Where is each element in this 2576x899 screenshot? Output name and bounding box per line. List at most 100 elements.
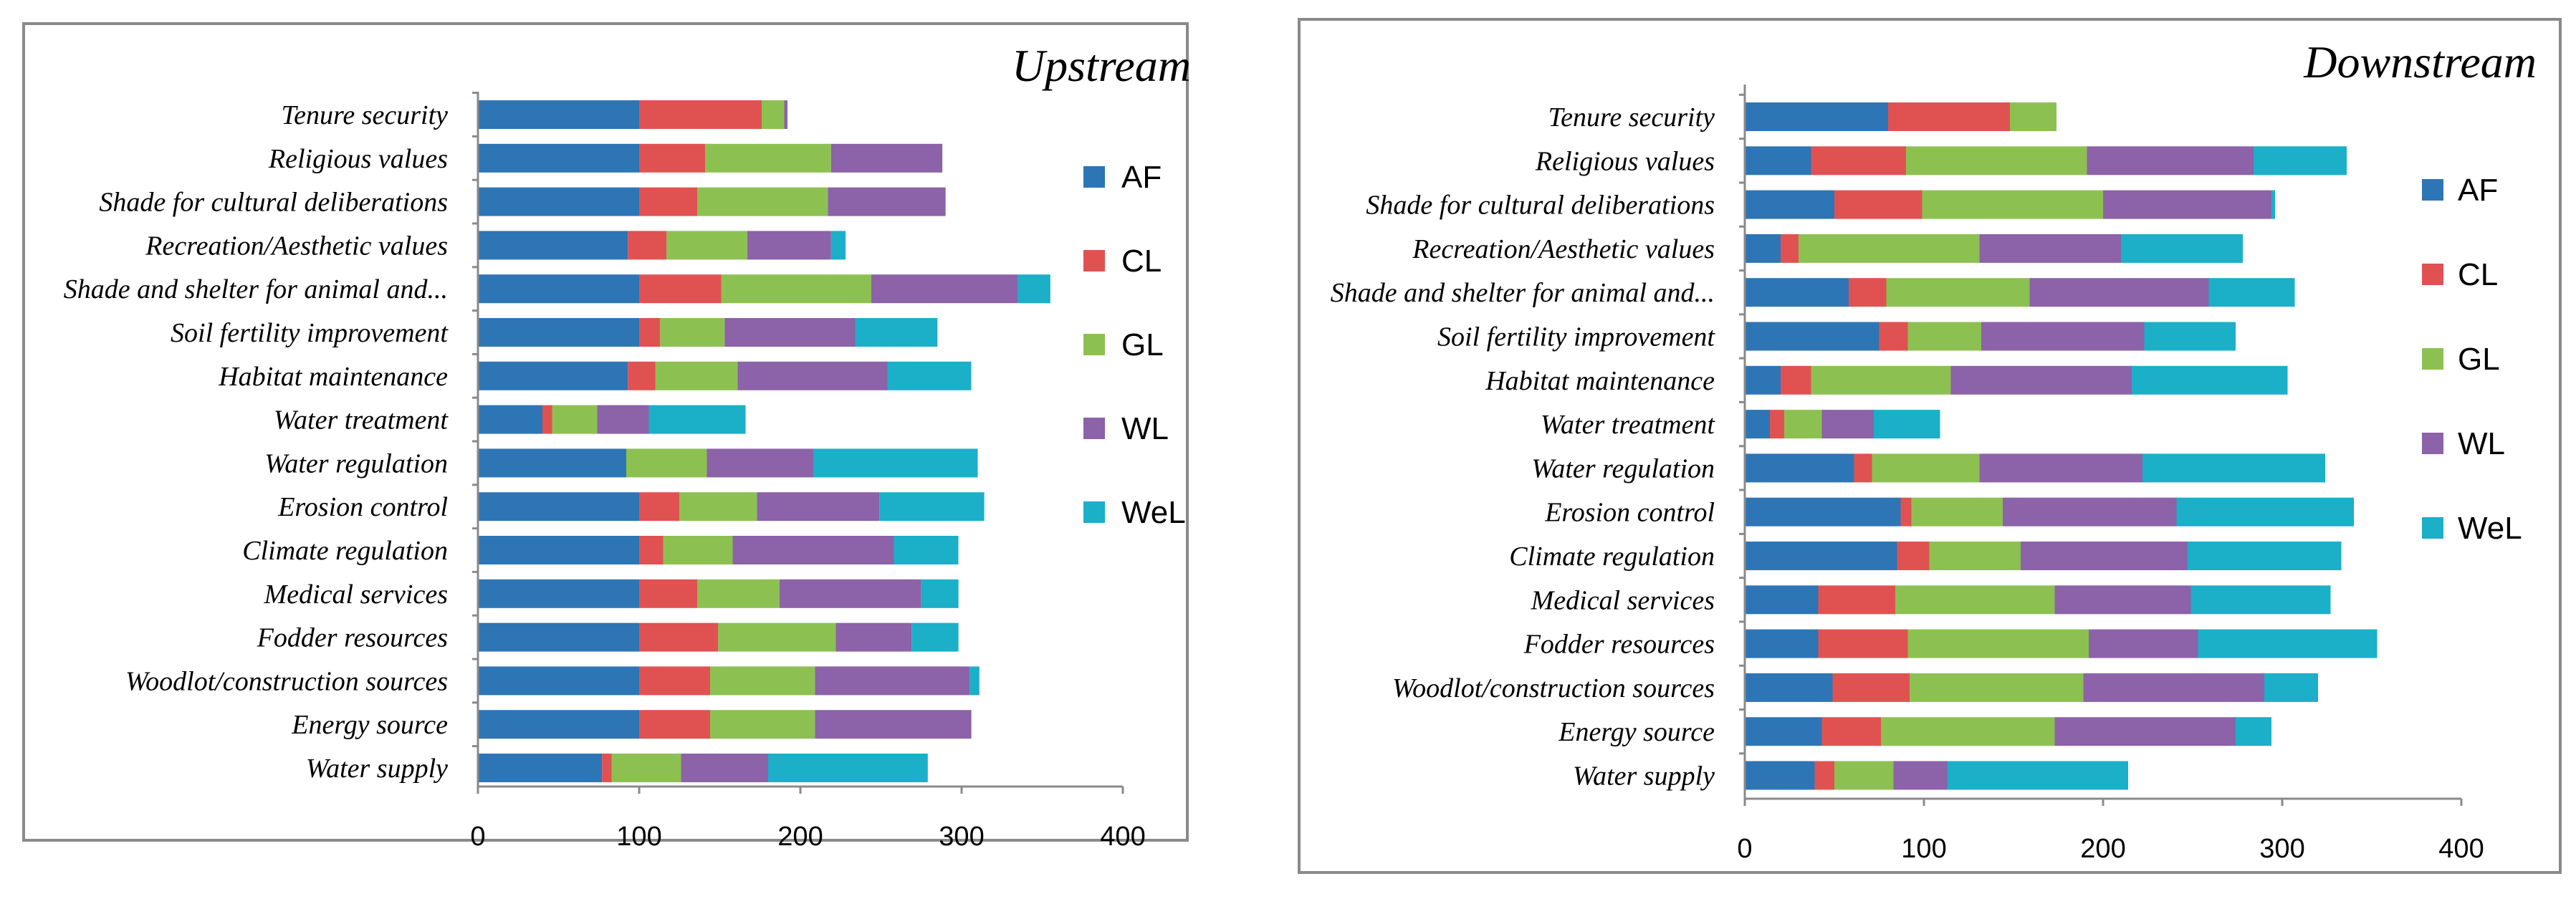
downstream-bar-wl-climate-regulation [2021, 542, 2188, 570]
downstream-bar-wel-religious-values [2254, 146, 2347, 176]
upstream-bar-af-habitat-maintenance [478, 361, 628, 390]
downstream-category-label: Energy source [1558, 717, 1715, 747]
downstream-bar-wl-fodder-resources [2089, 629, 2198, 658]
upstream-bar-gl-woodlot-construction-sources [710, 666, 815, 696]
upstream-bar-wl-recreation-aesthetic-values [747, 231, 831, 260]
downstream-bar-gl-shade-for-cultural-deliberations [1922, 190, 2103, 219]
upstream-bar-cl-erosion-control [639, 492, 680, 521]
upstream-bar-gl-habitat-maintenance [655, 361, 738, 390]
downstream-bar-wl-habitat-maintenance [1950, 365, 2132, 395]
upstream-bar-wel-shade-and-shelter-for-animal-and [1018, 274, 1050, 304]
upstream-bar-af-shade-and-shelter-for-animal-and [478, 274, 639, 304]
downstream-bar-wl-energy-source [2054, 717, 2236, 746]
upstream-bar-af-fodder-resources [478, 622, 639, 652]
upstream-bar-gl-recreation-aesthetic-values [666, 231, 747, 260]
downstream-bar-wel-shade-for-cultural-deliberations [2271, 190, 2275, 219]
upstream-category-label: Habitat maintenance [218, 362, 448, 392]
downstream-bar-af-shade-for-cultural-deliberations [1745, 190, 1834, 219]
downstream-legend-swatch-wl [2422, 433, 2443, 454]
upstream-bar-gl-shade-and-shelter-for-animal-and [721, 274, 872, 304]
upstream-bar-gl-climate-regulation [663, 536, 733, 564]
upstream-legend-label-af: AF [1121, 160, 1162, 195]
upstream-bar-af-shade-for-cultural-deliberations [478, 187, 639, 216]
upstream-bar-wl-water-supply [681, 754, 768, 782]
downstream-bar-cl-energy-source [1821, 717, 1881, 746]
upstream-bar-cl-soil-fertility-improvement [639, 318, 661, 347]
downstream-bar-gl-water-regulation [1872, 453, 1980, 483]
downstream-bar-af-water-supply [1745, 761, 1815, 790]
downstream-bar-gl-energy-source [1881, 717, 2055, 746]
downstream-bar-gl-woodlot-construction-sources [1910, 673, 2084, 702]
upstream-bar-wl-tenure-security [784, 100, 787, 129]
upstream-legend-label-wl: WL [1121, 411, 1169, 446]
upstream-bar-af-religious-values [478, 143, 639, 173]
downstream-bar-cl-erosion-control [1900, 497, 1912, 527]
downstream-bar-af-medical-services [1745, 585, 1819, 615]
upstream-bar-wl-fodder-resources [835, 622, 912, 652]
upstream-bar-gl-religious-values [705, 143, 831, 173]
upstream-bar-gl-water-regulation [626, 448, 707, 478]
downstream-bar-gl-water-treatment [1784, 410, 1822, 439]
downstream-bar-cl-water-regulation [1854, 453, 1872, 483]
upstream-bar-gl-shade-for-cultural-deliberations [697, 187, 828, 216]
downstream-bar-cl-medical-services [1818, 585, 1895, 615]
downstream-bar-cl-water-supply [1814, 761, 1834, 790]
upstream-bar-wl-medical-services [779, 579, 921, 608]
upstream-category-label: Tenure security [281, 100, 448, 130]
downstream-bar-cl-religious-values [1811, 146, 1906, 176]
downstream-bar-af-water-treatment [1745, 410, 1770, 439]
downstream-bar-cl-fodder-resources [1818, 629, 1908, 658]
downstream-category-label: Climate regulation [1509, 542, 1715, 572]
upstream-bar-cl-habitat-maintenance [628, 361, 656, 390]
downstream-bar-wl-water-treatment [1821, 410, 1874, 439]
upstream-bar-wl-water-treatment [597, 405, 649, 434]
upstream-legend-swatch-gl [1083, 334, 1105, 355]
upstream-legend-swatch-cl [1083, 250, 1105, 271]
upstream-chart-panel: Upstream Tenure security Religious values S… [22, 22, 1191, 852]
downstream-x-tick-label: 100 [1901, 834, 1946, 864]
upstream-bar-gl-soil-fertility-improvement [660, 318, 725, 347]
upstream-bar-af-climate-regulation [478, 536, 639, 564]
downstream-bar-af-fodder-resources [1745, 629, 1819, 658]
downstream-x-tick-label: 0 [1737, 834, 1752, 864]
upstream-bar-gl-water-supply [611, 754, 681, 782]
downstream-bar-af-woodlot-construction-sources [1745, 673, 1833, 702]
upstream-bar-cl-shade-and-shelter-for-animal-and [639, 274, 722, 304]
upstream-bar-cl-recreation-aesthetic-values [628, 231, 667, 260]
downstream-bar-af-tenure-security [1745, 102, 1888, 131]
downstream-bar-wel-recreation-aesthetic-values [2121, 234, 2243, 263]
downstream-bar-wel-water-supply [1947, 761, 2128, 790]
downstream-category-label: Shade and shelter for animal and... [1331, 278, 1715, 308]
downstream-bar-cl-woodlot-construction-sources [1832, 673, 1910, 702]
downstream-bar-wel-woodlot-construction-sources [2264, 673, 2318, 702]
upstream-bar-gl-energy-source [710, 710, 815, 739]
downstream-bar-cl-soil-fertility-improvement [1879, 322, 1908, 351]
upstream-bar-wel-habitat-maintenance [887, 361, 972, 390]
upstream-bar-wl-energy-source [815, 710, 972, 739]
downstream-legend-label-wl: WL [2458, 426, 2505, 461]
upstream-bar-af-water-supply [478, 754, 603, 782]
upstream-bar-cl-fodder-resources [639, 622, 719, 652]
downstream-bar-wl-woodlot-construction-sources [2083, 673, 2264, 702]
upstream-x-tick-label: 400 [1100, 822, 1145, 852]
downstream-legend-swatch-af [2422, 179, 2443, 201]
upstream-bar-wl-soil-fertility-improvement [724, 318, 856, 347]
upstream-category-label: Energy source [291, 710, 448, 740]
upstream-bar-wel-recreation-aesthetic-values [830, 231, 846, 260]
downstream-category-label: Religious values [1535, 146, 1715, 176]
upstream-bar-wel-water-supply [768, 754, 928, 782]
downstream-bar-gl-soil-fertility-improvement [1907, 322, 1981, 351]
downstream-bar-wl-religious-values [2087, 146, 2254, 176]
downstream-bar-wl-medical-services [2054, 585, 2191, 615]
upstream-bar-wl-shade-and-shelter-for-animal-and [871, 274, 1018, 304]
downstream-bar-wel-climate-regulation [2187, 542, 2342, 570]
upstream-bar-wl-erosion-control [757, 492, 880, 521]
downstream-bar-cl-recreation-aesthetic-values [1781, 234, 1799, 263]
upstream-bar-wel-water-regulation [813, 448, 978, 478]
downstream-legend-label-cl: CL [2458, 257, 2498, 292]
upstream-bar-wl-climate-regulation [732, 536, 894, 564]
downstream-bar-af-soil-fertility-improvement [1745, 322, 1880, 351]
upstream-bar-cl-water-supply [602, 754, 612, 782]
downstream-category-label: Medical services [1531, 585, 1715, 615]
upstream-category-label: Water supply [306, 754, 448, 784]
